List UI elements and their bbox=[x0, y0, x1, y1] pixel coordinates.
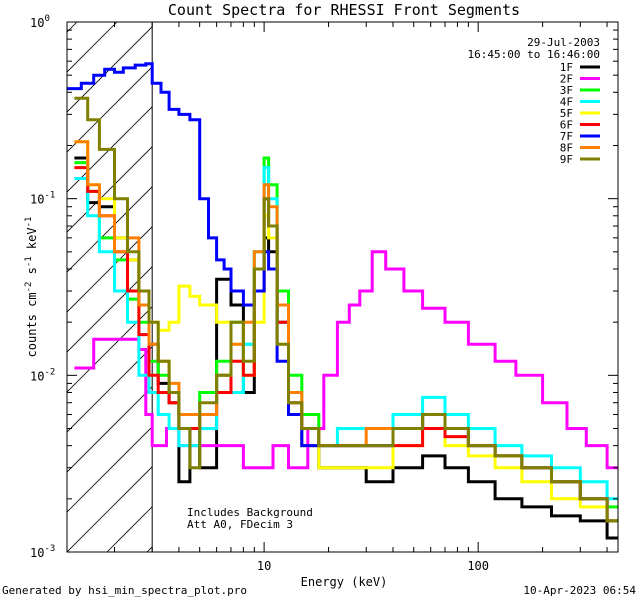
chart-title: Count Spectra for RHESSI Front Segments bbox=[168, 1, 520, 19]
y-tick-label: 10-1 bbox=[30, 191, 55, 207]
series-8F bbox=[74, 140, 618, 523]
y-tick-label: 10-3 bbox=[30, 544, 55, 560]
y-tick-label: 100 bbox=[30, 14, 50, 30]
plot-frame bbox=[66, 21, 619, 553]
legend-label-3F: 3F bbox=[560, 84, 573, 97]
legend-date: 29-Jul-2003 bbox=[527, 36, 600, 49]
legend-label-7F: 7F bbox=[560, 130, 573, 143]
axis-ticks bbox=[67, 21, 618, 553]
x-axis-label: Energy (keV) bbox=[301, 575, 388, 589]
hatched-region bbox=[67, 22, 153, 552]
legend-label-4F: 4F bbox=[560, 96, 573, 109]
legend-time-range: 16:45:00 to 16:46:00 bbox=[468, 48, 600, 61]
x-tick-label: 10 bbox=[257, 559, 271, 573]
footer-generated-by: Generated by hsi_min_spectra_plot.pro bbox=[2, 584, 247, 597]
series-2F bbox=[74, 250, 618, 470]
y-tick-labels: 100 10-1 10-2 10-3 bbox=[30, 14, 55, 560]
legend-label-9F: 9F bbox=[560, 153, 573, 166]
legend-label-8F: 8F bbox=[560, 142, 573, 155]
series-9F bbox=[74, 96, 618, 523]
legend-label-1F: 1F bbox=[560, 61, 573, 74]
legend-label-5F: 5F bbox=[560, 107, 573, 120]
legend-label-2F: 2F bbox=[560, 73, 573, 86]
series-4F bbox=[74, 166, 618, 501]
footer-timestamp: 10-Apr-2023 06:54 bbox=[523, 584, 636, 597]
annotation-attenuator: Att A0, FDecim 3 bbox=[187, 518, 293, 531]
legend-label-6F: 6F bbox=[560, 119, 573, 132]
x-tick-labels: 10 100 bbox=[257, 559, 489, 573]
y-axis-label: counts cm-2 s-1 keV-1 bbox=[24, 217, 39, 358]
y-tick-label: 10-2 bbox=[30, 367, 55, 383]
series-5F bbox=[74, 140, 618, 523]
x-tick-label: 100 bbox=[467, 559, 489, 573]
series-layer bbox=[67, 62, 618, 540]
annotation-background: Includes Background bbox=[187, 506, 313, 519]
